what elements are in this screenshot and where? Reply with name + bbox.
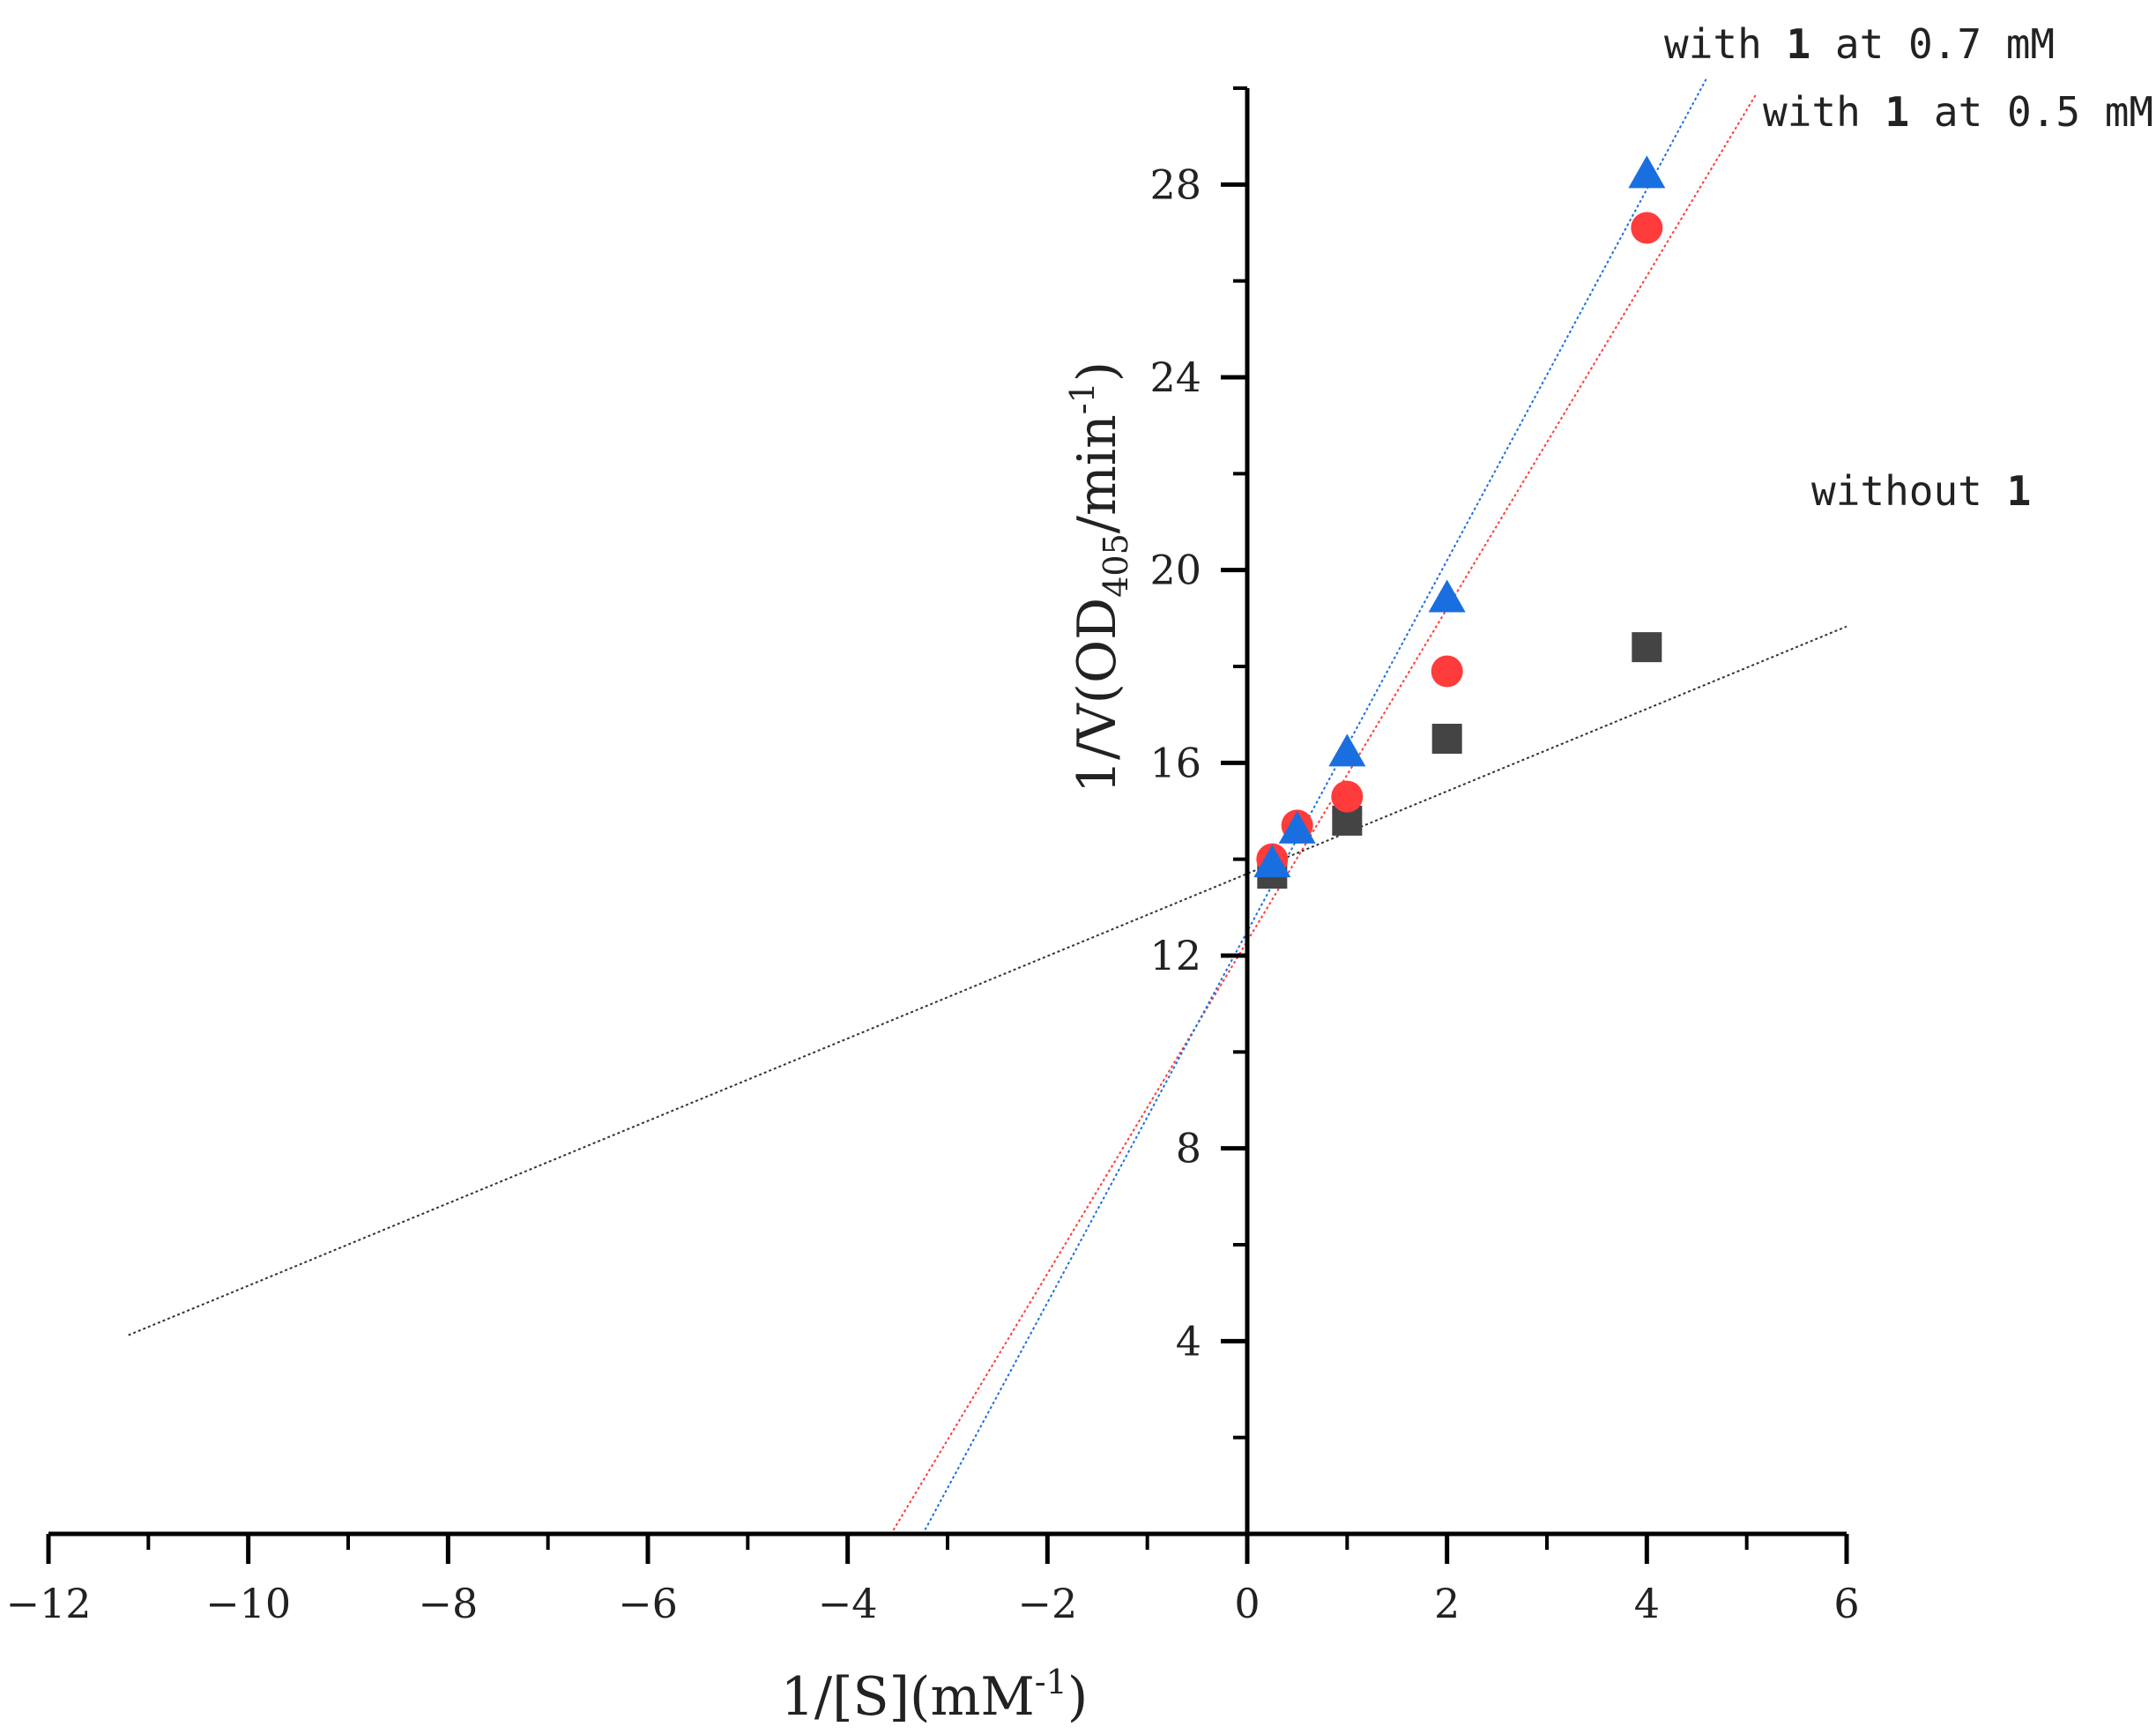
marker-square — [1431, 724, 1462, 754]
axis-titles: 1/[S](mM-1) 1/V(OD405/min-1) — [781, 361, 1135, 1728]
series-label-0: without 1 — [1811, 467, 2031, 515]
x-tick-label: −8 — [418, 1580, 478, 1627]
x-tick-label: 4 — [1634, 1580, 1660, 1627]
y-tick-label: 4 — [1176, 1317, 1201, 1365]
y-tick-label: 20 — [1149, 547, 1201, 594]
marker-circle — [1331, 780, 1364, 813]
x-tick-label: 2 — [1434, 1580, 1460, 1627]
series-label-1: with 1 at 0.5 mM — [1763, 88, 2153, 136]
y-tick-label: 8 — [1176, 1125, 1201, 1172]
fit-line-series-0 — [128, 625, 1847, 1336]
y-axis-title: 1/V(OD405/min-1) — [1063, 361, 1135, 793]
fit-line-series-2 — [921, 78, 1708, 1536]
x-tick-label: −12 — [5, 1580, 91, 1627]
marker-triangle — [1428, 579, 1466, 613]
marker-square — [1632, 632, 1662, 663]
marker-triangle — [1278, 810, 1316, 844]
y-tick-label: 28 — [1149, 160, 1201, 208]
x-axis-title: 1/[S](mM-1) — [781, 1663, 1089, 1728]
marker-triangle — [1253, 845, 1291, 878]
data-markers — [1253, 155, 1666, 889]
x-tick-label: 6 — [1833, 1580, 1859, 1627]
fit-line-series-1 — [889, 93, 1758, 1536]
marker-circle — [1431, 655, 1463, 688]
x-tick-label: −10 — [205, 1580, 291, 1627]
series-labels: without 1 with 1 at 0.5 mM with 1 at 0.7 m… — [1664, 20, 2153, 515]
x-tick-label: −4 — [818, 1580, 878, 1627]
y-tick-label: 12 — [1149, 932, 1201, 979]
x-tick-label: 0 — [1234, 1580, 1260, 1627]
series-label-2: with 1 at 0.7 mM — [1664, 20, 2055, 68]
x-tick-label: −6 — [618, 1580, 678, 1627]
x-tick-label: −2 — [1017, 1580, 1077, 1627]
y-tick-label: 24 — [1149, 353, 1201, 401]
marker-triangle — [1328, 733, 1366, 767]
y-tick-label: 16 — [1149, 739, 1201, 786]
marker-triangle — [1628, 155, 1666, 189]
fit-lines — [128, 78, 1847, 1536]
marker-circle — [1631, 212, 1663, 244]
